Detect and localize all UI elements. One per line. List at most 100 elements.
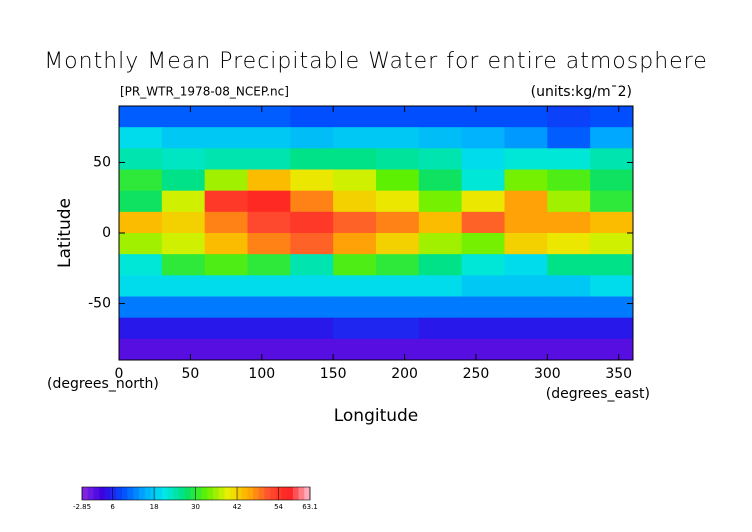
cell (590, 338, 634, 361)
cell (376, 106, 420, 128)
colorbar-swatch (218, 487, 225, 500)
cell (247, 148, 291, 170)
cell (590, 254, 634, 276)
colorbar-swatch (110, 487, 117, 500)
y-axis-note: (degrees_north) (47, 376, 159, 392)
cell (290, 296, 334, 319)
cell (376, 317, 420, 340)
cell (119, 275, 163, 297)
cell (418, 317, 463, 340)
x-axis-note: (degrees_east) (546, 386, 650, 402)
cell (119, 317, 163, 340)
cell (418, 275, 463, 297)
x-tick-label: 200 (391, 366, 418, 382)
cell (333, 233, 377, 255)
cell (547, 127, 591, 149)
cell (161, 211, 206, 234)
cell (547, 190, 591, 213)
cell (461, 148, 505, 170)
colorbar-swatch (230, 487, 237, 500)
cell (161, 127, 206, 149)
colorbar-swatch (121, 487, 128, 500)
cell (547, 169, 591, 192)
cell (461, 233, 505, 255)
cell (161, 317, 206, 340)
cell (247, 296, 291, 319)
cell (504, 275, 548, 297)
cell (333, 169, 377, 192)
cell (461, 296, 505, 319)
cell (204, 254, 248, 276)
cell (376, 148, 420, 170)
cell (333, 296, 377, 319)
cell (504, 233, 548, 255)
x-tick-label: 350 (605, 366, 632, 382)
cell (376, 275, 420, 297)
colorbar-swatch (184, 487, 191, 500)
cell (376, 233, 420, 255)
cell (119, 148, 163, 170)
cell (333, 106, 377, 128)
cell (590, 211, 634, 234)
cell (204, 296, 248, 319)
y-tick-label: -50 (88, 296, 111, 312)
cell (590, 233, 634, 255)
cell (204, 106, 248, 128)
colorbar-swatch (196, 487, 202, 500)
colorbar-swatch (190, 487, 197, 500)
cell (290, 127, 334, 149)
x-tick-label: 250 (463, 366, 490, 382)
cell (290, 190, 334, 213)
cell (247, 233, 291, 255)
colorbar-swatch (253, 487, 259, 500)
cell (461, 190, 505, 213)
colorbar-swatch (304, 487, 311, 500)
cell (376, 169, 420, 192)
colorbar-swatch (87, 487, 94, 500)
cell (333, 148, 377, 170)
cell (418, 254, 463, 276)
cell (161, 296, 206, 319)
colorbar-swatch (82, 487, 88, 500)
cell (547, 148, 591, 170)
cell (418, 296, 463, 319)
cell (204, 169, 248, 192)
x-axis-label: Longitude (334, 406, 419, 426)
cell (590, 106, 634, 128)
cell (504, 127, 548, 149)
cell (161, 275, 206, 297)
cell (418, 233, 463, 255)
cell (504, 296, 548, 319)
cell (247, 317, 291, 340)
cell (161, 148, 206, 170)
cell (376, 211, 420, 234)
cell (504, 106, 548, 128)
cell (119, 127, 163, 149)
cell (119, 211, 163, 234)
cell (204, 275, 248, 297)
colorbar-swatch (292, 487, 299, 500)
colorbar-swatch (156, 487, 163, 500)
x-tick-label: 300 (534, 366, 561, 382)
colorbar-swatch (287, 487, 294, 500)
cell (290, 148, 334, 170)
x-tick-label: 100 (248, 366, 275, 382)
colorbar-swatch (127, 487, 134, 500)
cell (418, 211, 463, 234)
cell (547, 338, 591, 361)
cell (204, 148, 248, 170)
colorbar-swatch (104, 487, 111, 500)
cell (418, 190, 463, 213)
cell (119, 254, 163, 276)
cell (461, 211, 505, 234)
cell (119, 338, 163, 361)
cell (290, 317, 334, 340)
cell (333, 338, 377, 361)
cell (290, 106, 334, 128)
x-tick-label: 150 (320, 366, 347, 382)
cell (418, 127, 463, 149)
colorbar-swatch (173, 487, 180, 500)
y-tick-label: 0 (102, 225, 111, 241)
cell (247, 127, 291, 149)
